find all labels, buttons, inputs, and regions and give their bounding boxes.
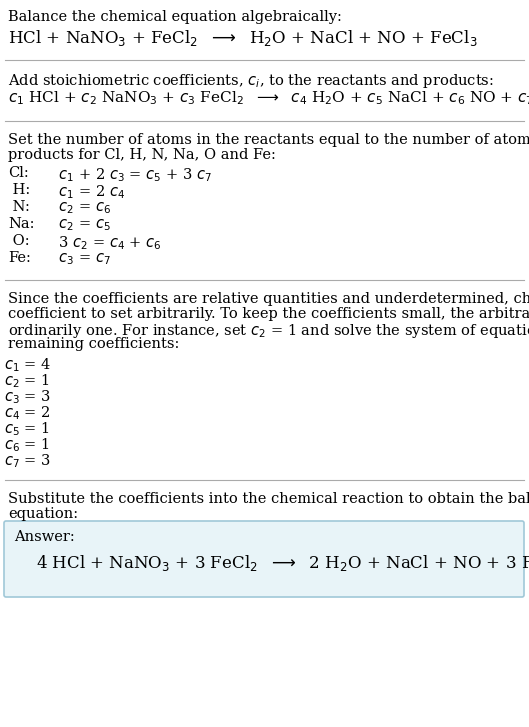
Text: 4 HCl + NaNO$_3$ + 3 FeCl$_2$  $\longrightarrow$  2 H$_2$O + NaCl + NO + 3 FeCl$: 4 HCl + NaNO$_3$ + 3 FeCl$_2$ $\longrigh… <box>36 553 529 573</box>
Text: $c_6$ = 1: $c_6$ = 1 <box>4 436 50 454</box>
Text: equation:: equation: <box>8 507 78 521</box>
Text: Since the coefficients are relative quantities and underdetermined, choose a: Since the coefficients are relative quan… <box>8 292 529 306</box>
Text: Set the number of atoms in the reactants equal to the number of atoms in the: Set the number of atoms in the reactants… <box>8 133 529 147</box>
Text: HCl + NaNO$_3$ + FeCl$_2$  $\longrightarrow$  H$_2$O + NaCl + NO + FeCl$_3$: HCl + NaNO$_3$ + FeCl$_2$ $\longrightarr… <box>8 28 478 48</box>
Text: $c_4$ = 2: $c_4$ = 2 <box>4 404 50 422</box>
Text: $c_2$ = $c_6$: $c_2$ = $c_6$ <box>54 200 111 216</box>
Text: remaining coefficients:: remaining coefficients: <box>8 337 179 351</box>
Text: $c_3$ = $c_7$: $c_3$ = $c_7$ <box>54 251 111 267</box>
Text: Balance the chemical equation algebraically:: Balance the chemical equation algebraica… <box>8 10 342 24</box>
Text: Na:: Na: <box>8 217 34 231</box>
Text: Fe:: Fe: <box>8 251 31 265</box>
Text: Cl:: Cl: <box>8 166 29 180</box>
Text: $c_7$ = 3: $c_7$ = 3 <box>4 452 51 470</box>
Text: 3 $c_2$ = $c_4$ + $c_6$: 3 $c_2$ = $c_4$ + $c_6$ <box>54 234 162 252</box>
Text: $c_5$ = 1: $c_5$ = 1 <box>4 420 50 438</box>
Text: $c_1$ = 4: $c_1$ = 4 <box>4 356 51 374</box>
Text: Substitute the coefficients into the chemical reaction to obtain the balanced: Substitute the coefficients into the che… <box>8 492 529 506</box>
Text: N:: N: <box>8 200 30 214</box>
Text: Add stoichiometric coefficients, $c_i$, to the reactants and products:: Add stoichiometric coefficients, $c_i$, … <box>8 72 494 90</box>
Text: Answer:: Answer: <box>14 530 75 544</box>
Text: $c_1$ + 2 $c_3$ = $c_5$ + 3 $c_7$: $c_1$ + 2 $c_3$ = $c_5$ + 3 $c_7$ <box>54 166 212 184</box>
Text: $c_2$ = $c_5$: $c_2$ = $c_5$ <box>54 217 111 233</box>
Text: coefficient to set arbitrarily. To keep the coefficients small, the arbitrary va: coefficient to set arbitrarily. To keep … <box>8 307 529 321</box>
Text: O:: O: <box>8 234 30 248</box>
Text: H:: H: <box>8 183 30 197</box>
FancyBboxPatch shape <box>4 521 524 597</box>
Text: $c_1$ HCl + $c_2$ NaNO$_3$ + $c_3$ FeCl$_2$  $\longrightarrow$  $c_4$ H$_2$O + $: $c_1$ HCl + $c_2$ NaNO$_3$ + $c_3$ FeCl$… <box>8 89 529 107</box>
Text: ordinarily one. For instance, set $c_2$ = 1 and solve the system of equations fo: ordinarily one. For instance, set $c_2$ … <box>8 322 529 340</box>
Text: $c_1$ = 2 $c_4$: $c_1$ = 2 $c_4$ <box>54 183 125 201</box>
Text: products for Cl, H, N, Na, O and Fe:: products for Cl, H, N, Na, O and Fe: <box>8 148 276 162</box>
Text: $c_2$ = 1: $c_2$ = 1 <box>4 372 50 390</box>
Text: $c_3$ = 3: $c_3$ = 3 <box>4 388 51 406</box>
